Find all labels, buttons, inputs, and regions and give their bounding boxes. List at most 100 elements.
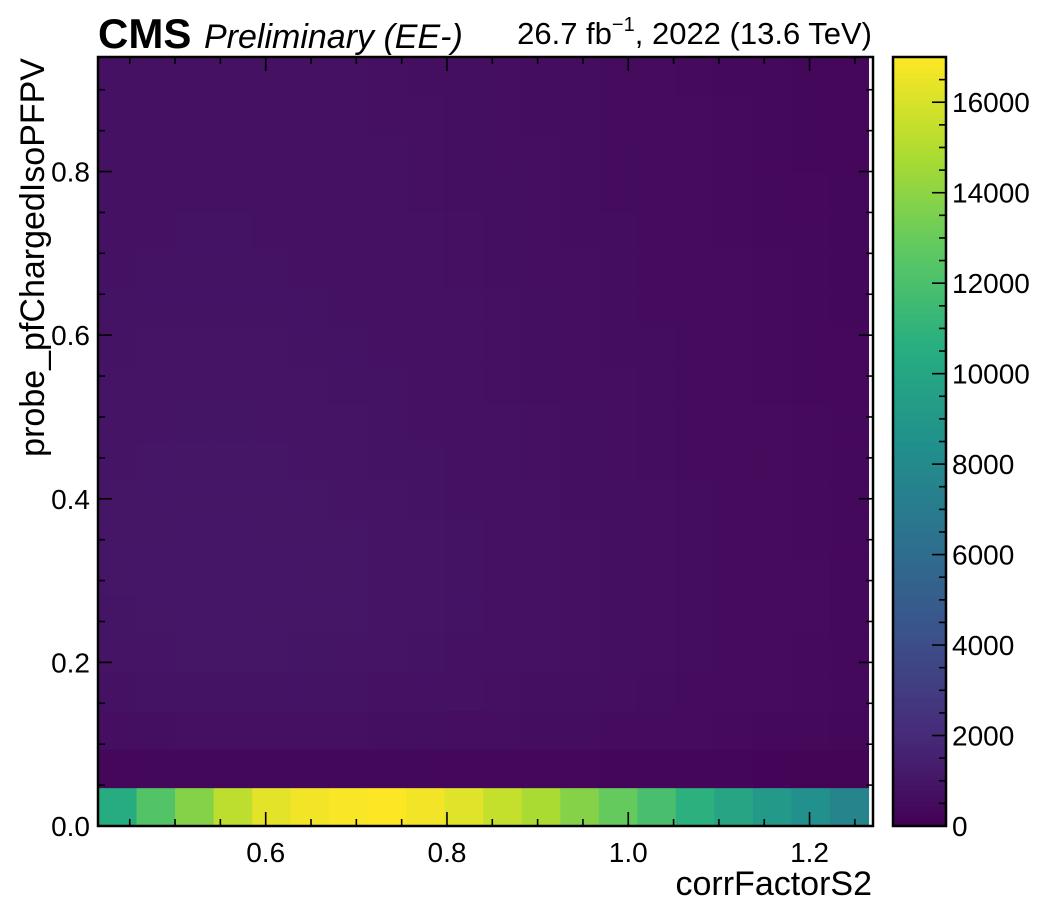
heatmap-cell (290, 403, 330, 443)
heatmap-cell (290, 95, 330, 135)
heatmap-cell (329, 403, 369, 443)
colorbar-strip (893, 667, 946, 673)
heatmap-cell (521, 249, 561, 289)
colorbar-strip (893, 790, 946, 796)
colorbar-strip (893, 631, 946, 638)
x-tick-label: 0.8 (428, 837, 467, 868)
colorbar-strip (893, 318, 946, 325)
lumi-value: 26.7 fb (517, 16, 612, 51)
colorbar-strip (893, 656, 946, 663)
heatmap-cell (329, 133, 369, 173)
heatmap-cell (791, 57, 831, 97)
colorbar-strip (893, 282, 946, 289)
plot-ticks (98, 57, 873, 827)
heatmap-cell (252, 441, 292, 481)
heatmap-cell (329, 749, 369, 789)
heatmap-cell (444, 172, 484, 212)
heatmap-cell (98, 556, 138, 596)
heatmap-cell (483, 403, 523, 443)
heatmap-cell (714, 57, 754, 97)
heatmap-cell (444, 326, 484, 366)
heatmap-cell (175, 479, 215, 519)
heatmap-cell (829, 710, 870, 750)
heatmap-cell (483, 249, 523, 289)
heatmap-cell (290, 249, 330, 289)
heatmap-cell (444, 364, 484, 404)
luminosity-label: 26.7 fb−1, 2022 (13.6 TeV) (517, 14, 872, 51)
heatmap-cell (175, 95, 215, 135)
heatmap-cell (560, 710, 600, 750)
lumi-rest: , 2022 (13.6 TeV) (635, 16, 872, 51)
heatmap-cell (598, 595, 638, 635)
colorbar-strip (893, 169, 946, 176)
heatmap-cell (329, 595, 369, 635)
colorbar-strip (893, 661, 946, 668)
heatmap-cell (290, 287, 330, 327)
heatmap-cell (752, 287, 793, 327)
heatmap-cell (175, 326, 215, 366)
heatmap-cell (444, 249, 484, 289)
y-tick-label: 0.0 (51, 811, 90, 842)
heatmap-cell (213, 518, 253, 558)
colorbar-strip (893, 67, 946, 74)
colorbar-strip (893, 185, 946, 191)
heatmap-cell (367, 95, 407, 135)
heatmap-cell (136, 710, 176, 750)
heatmap-cell (521, 749, 561, 789)
heatmap-cell (98, 441, 138, 481)
heatmap-cell (367, 403, 407, 443)
colorbar-strip (893, 333, 946, 340)
heatmap-cell (252, 210, 292, 250)
heatmap-cell (752, 479, 793, 519)
colorbar-strip (893, 364, 946, 371)
heatmap-cell (791, 326, 831, 366)
y-tick-labels: 0.0 0.2 0.4 0.6 0.8 (51, 157, 90, 842)
heatmap-cell (675, 95, 715, 135)
colorbar-strip (893, 231, 946, 238)
heatmap-cell (752, 595, 793, 635)
heatmap-cell (136, 364, 176, 404)
colorbar-strip (893, 533, 946, 540)
heatmap-cell (444, 441, 484, 481)
heatmap-cell (175, 57, 215, 97)
heatmap-cell (598, 672, 638, 712)
colorbar-strip (893, 118, 946, 125)
colorbar-strip (893, 287, 946, 294)
colorbar-strip (893, 605, 946, 612)
heatmap-cell (521, 710, 561, 750)
heatmap-cell (598, 479, 638, 519)
heatmap-cell (637, 249, 677, 289)
heatmap-cell (521, 595, 561, 635)
colorbar-strip (893, 400, 946, 407)
heatmap-cell (521, 479, 561, 519)
heatmap-cell (290, 556, 330, 596)
heatmap-cell (714, 556, 754, 596)
colorbar-strip (893, 328, 946, 335)
heatmap-cell (752, 556, 793, 596)
colorbar-strip (893, 687, 946, 694)
heatmap-cell (136, 479, 176, 519)
heatmap-cell (714, 672, 754, 712)
heatmap-cell (213, 403, 253, 443)
colorbar-strip (893, 779, 946, 786)
heatmap-cell (290, 210, 330, 250)
colorbar-tick-label: 2000 (952, 721, 1014, 752)
heatmap-cell (213, 787, 253, 827)
colorbar-strip (893, 749, 946, 755)
heatmap-cell (791, 287, 831, 327)
heatmap-cell (483, 364, 523, 404)
heatmap-cell (290, 595, 330, 635)
heatmap-cell (252, 249, 292, 289)
colorbar-tick-label: 8000 (952, 449, 1014, 480)
heatmap-cell (598, 749, 638, 789)
heatmap-cell (406, 364, 446, 404)
colorbar-strip (893, 241, 946, 248)
heatmap-cell (290, 57, 330, 97)
heatmap-cell (714, 595, 754, 635)
heatmap-cell (136, 787, 176, 827)
heatmap-cell (136, 95, 176, 135)
colorbar-strip (893, 164, 946, 171)
heatmap-cell (367, 518, 407, 558)
colorbar-strip (893, 815, 946, 822)
heatmap-cell (329, 287, 369, 327)
